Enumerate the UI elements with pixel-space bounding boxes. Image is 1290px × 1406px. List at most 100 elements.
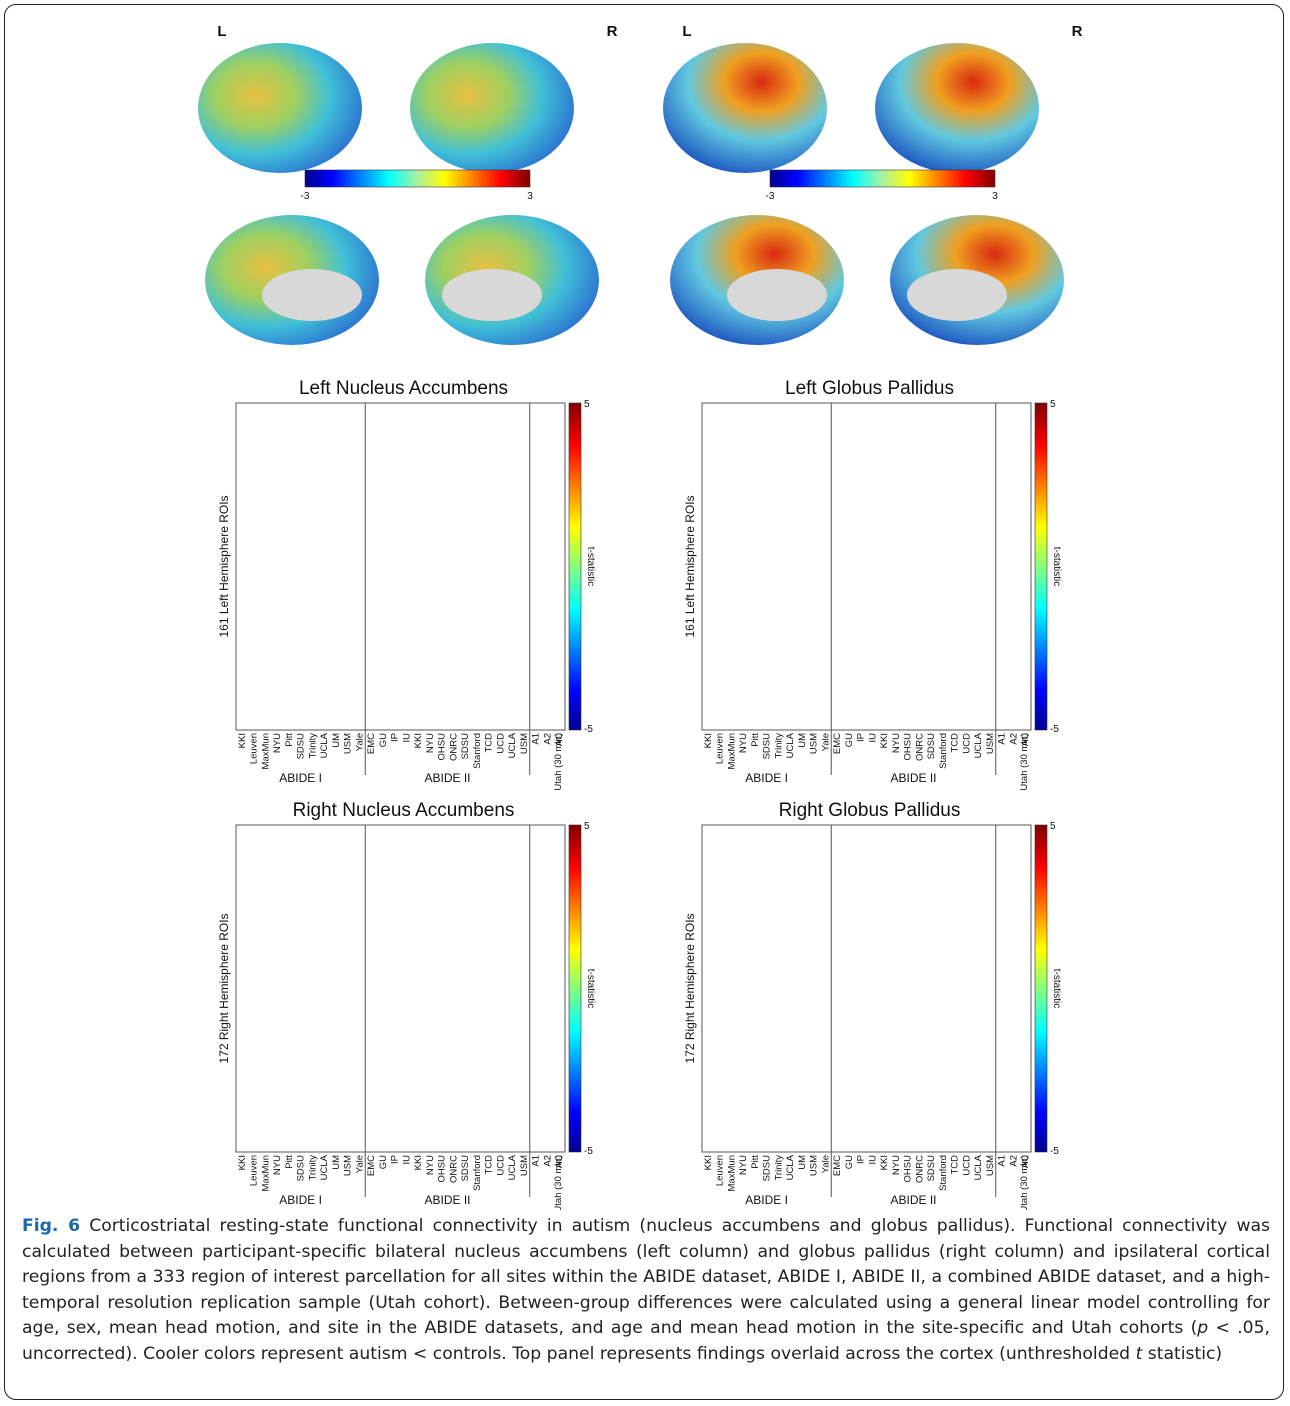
panel-title: Left Globus Pallidus (785, 378, 954, 399)
group-label: Utah (30 min) (1019, 733, 1030, 791)
site-label: TCD (950, 1155, 961, 1175)
y-axis-label: 161 Left Hemisphere ROIs (683, 495, 697, 637)
site-label: MaxMun (260, 1155, 271, 1191)
colorbar (770, 170, 995, 187)
site-label: EMC (832, 733, 843, 754)
medial-wall (262, 269, 362, 321)
group-label: ABIDE II (424, 1193, 470, 1207)
colorbar-min-label: -5 (1050, 724, 1059, 735)
site-label: Yale (820, 1155, 831, 1173)
site-label: IP (856, 733, 867, 742)
site-label: UCLA (507, 732, 518, 758)
site-label: Leuven (715, 1155, 726, 1186)
site-label: SDSU (460, 1155, 471, 1182)
site-label: ONRC (448, 733, 459, 761)
site-label: USM (519, 733, 530, 754)
site-label: UCD (495, 1155, 506, 1176)
site-label: Pitt (750, 1155, 761, 1169)
site-label: A2 (1008, 1155, 1019, 1167)
y-axis-label: 172 Right Hemisphere ROIs (683, 913, 697, 1063)
site-label: ONRC (448, 1155, 459, 1183)
site-label: MaxMun (726, 1155, 737, 1191)
colorbar-max-label: 5 (584, 399, 590, 410)
site-label: NYU (891, 1155, 902, 1175)
panel-title: Right Globus Pallidus (779, 800, 961, 821)
site-label: NYU (738, 1155, 749, 1175)
site-label: OHSU (903, 733, 914, 761)
plot-area (702, 403, 1031, 730)
site-label: Pitt (284, 1155, 295, 1169)
site-label: Stanford (938, 1155, 949, 1191)
group-label: ABIDE I (745, 771, 788, 785)
medial-wall (442, 269, 542, 321)
colorbar (1035, 825, 1047, 1152)
site-label: UCLA (973, 1154, 984, 1180)
site-label: UM (797, 1155, 808, 1170)
brain-lateral (875, 43, 1039, 173)
site-label: USM (985, 733, 996, 754)
colorbar-max-label: 5 (584, 821, 590, 832)
site-label: UM (331, 1155, 342, 1170)
site-label: TCD (950, 733, 961, 753)
site-label: EMC (366, 733, 377, 754)
site-label: UCLA (319, 732, 330, 758)
site-label: Stanford (938, 733, 949, 769)
site-label: ONRC (914, 1155, 925, 1183)
site-label: USM (809, 1155, 820, 1176)
site-label: UCLA (785, 1154, 796, 1180)
colorbar (1035, 403, 1047, 730)
site-label: EMC (366, 1155, 377, 1176)
site-label: SDSU (460, 733, 471, 760)
caption-text: Corticostriatal resting-state functional… (22, 1216, 1270, 1338)
site-label: KKI (703, 1155, 714, 1170)
site-label: KKI (237, 1155, 248, 1170)
colorbar-label: t-statistic (585, 547, 596, 586)
site-label: EMC (832, 1155, 843, 1176)
brain-lateral (663, 43, 827, 173)
site-label: Trinity (773, 733, 784, 759)
site-label: SDSU (762, 1155, 773, 1182)
site-label: OHSU (437, 1155, 448, 1183)
site-label: TCD (484, 733, 495, 753)
medial-wall (907, 269, 1007, 321)
group-label: ABIDE I (279, 1193, 322, 1207)
site-label: A2 (542, 1155, 553, 1167)
site-label: A1 (531, 1155, 542, 1167)
site-label: IP (390, 733, 401, 742)
site-label: Yale (354, 1155, 365, 1173)
hemisphere-label: L (682, 23, 691, 40)
colorbar-min-label: -5 (584, 1146, 593, 1157)
hemisphere-label: R (607, 23, 618, 40)
site-label: Stanford (472, 733, 483, 769)
site-label: UCLA (507, 1154, 518, 1180)
site-label: UM (797, 733, 808, 748)
colorbar (305, 170, 530, 187)
group-label: ABIDE II (424, 771, 470, 785)
site-label: Trinity (773, 1155, 784, 1181)
panel-title: Right Nucleus Accumbens (293, 800, 515, 821)
colorbar-label: t-statistic (1051, 969, 1062, 1008)
site-label: GU (378, 1155, 389, 1169)
site-label: IU (401, 1155, 412, 1165)
site-label: UCLA (319, 1154, 330, 1180)
site-label: OHSU (903, 1155, 914, 1183)
site-label: Leuven (715, 733, 726, 764)
site-label: USM (809, 733, 820, 754)
site-label: KKI (703, 733, 714, 748)
site-label: IU (401, 733, 412, 743)
colorbar (569, 825, 581, 1152)
group-label: ABIDE I (745, 1193, 788, 1207)
site-label: IU (867, 1155, 878, 1165)
site-label: NYU (272, 733, 283, 753)
site-label: A1 (997, 1155, 1008, 1167)
colorbar (569, 403, 581, 730)
site-label: Pitt (750, 733, 761, 747)
group-label: Utah (30 min) (553, 733, 564, 791)
site-label: KKI (413, 733, 424, 748)
figure: LR-33LR-33Left Nucleus Accumbens161 Left… (0, 0, 1290, 1210)
plot-area (236, 825, 565, 1152)
caption-text: statistic) (1142, 1344, 1222, 1364)
colorbar-label: t-statistic (1051, 547, 1062, 586)
site-label: UCD (961, 733, 972, 754)
site-label: MaxMun (726, 733, 737, 769)
